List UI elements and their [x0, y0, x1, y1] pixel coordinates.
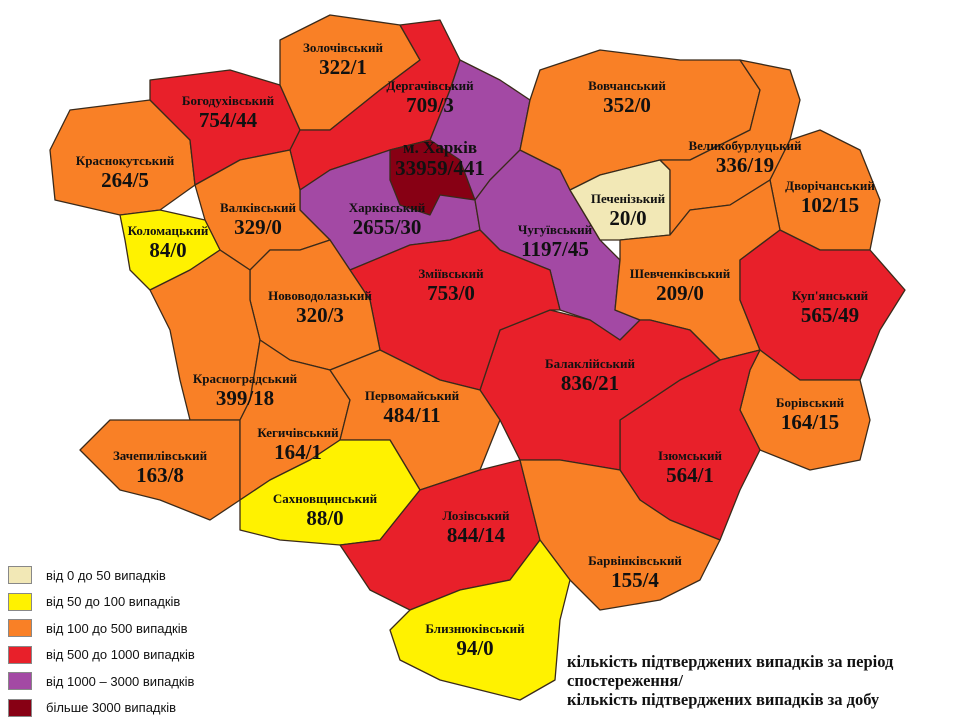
legend-item: від 50 до 100 випадків [8, 589, 195, 616]
district-name-label: Ізюмський [658, 448, 723, 463]
district-name-label: Близнюківський [425, 621, 525, 636]
legend-item: більше 3000 випадків [8, 695, 195, 722]
legend-swatch [8, 645, 32, 664]
district-cases-label: 844/14 [447, 523, 506, 547]
district-name-label: Первомайський [365, 388, 460, 403]
district-name-label: Дергачівський [386, 78, 474, 93]
district-cases-label: 155/4 [611, 568, 659, 592]
district-name-label: Чугуївський [518, 222, 593, 237]
district-name-label: Вовчанський [588, 78, 666, 93]
district-cases-label: 399/18 [216, 386, 274, 410]
district-cases-label: 33959/441 [395, 156, 485, 180]
legend-item: від 0 до 50 випадків [8, 562, 195, 589]
district-cases-label: 2655/30 [353, 215, 422, 239]
legend-label: від 100 до 500 випадків [46, 620, 188, 636]
district-name-label: Зачепилівський [113, 448, 208, 463]
district-kupianskyi [739, 229, 906, 381]
district-cases-label: 102/15 [801, 193, 859, 217]
legend-swatch [8, 698, 32, 717]
district-name-label: Богодухівський [182, 93, 275, 108]
legend-label: від 500 до 1000 випадків [46, 647, 195, 663]
note-line-daily: кількість підтверджених випадків за добу [567, 690, 880, 709]
district-name-label: Дворічанський [785, 178, 875, 193]
district-name-label: Красноградський [193, 371, 298, 386]
district-cases-label: 753/0 [427, 281, 475, 305]
district-name-label: Золочівський [303, 40, 383, 55]
district-cases-label: 209/0 [656, 281, 704, 305]
district-name-label: Коломацький [128, 223, 209, 238]
legend-item: від 1000 – 3000 випадків [8, 668, 195, 695]
district-name-label: Лозівський [443, 508, 511, 523]
district-cases-label: 84/0 [149, 238, 186, 262]
district-name-label: Нововодолазький [268, 288, 372, 303]
district-name-label: Куп'янський [792, 288, 869, 303]
district-cases-label: 709/3 [406, 93, 454, 117]
legend-label: від 0 до 50 випадків [46, 567, 166, 583]
district-name-label: Шевченківський [630, 266, 731, 281]
district-cases-label: 836/21 [561, 371, 619, 395]
district-cases-label: 164/1 [274, 440, 322, 464]
district-name-label: Кегичівський [257, 425, 339, 440]
district-name-label: Барвінківський [588, 553, 682, 568]
district-name-label: Печенізький [591, 191, 666, 206]
district-cases-label: 1197/45 [521, 237, 589, 261]
district-cases-label: 565/49 [801, 303, 859, 327]
district-cases-label: 94/0 [456, 636, 493, 660]
district-cases-label: 336/19 [716, 153, 774, 177]
district-name-label: м. Харків [403, 138, 477, 157]
district-cases-label: 164/15 [781, 410, 839, 434]
legend-label: більше 3000 випадків [46, 700, 176, 716]
district-cases-label: 352/0 [603, 93, 651, 117]
map-note: кількість підтверджених випадків за пері… [567, 652, 967, 709]
district-cases-label: 484/11 [383, 403, 440, 427]
district-cases-label: 564/1 [666, 463, 714, 487]
legend-swatch [8, 619, 32, 638]
district-cases-label: 320/3 [296, 303, 344, 327]
district-cases-label: 322/1 [319, 55, 367, 79]
district-cases-label: 163/8 [136, 463, 184, 487]
legend: від 0 до 50 випадків від 50 до 100 випад… [8, 562, 195, 721]
legend-swatch [8, 672, 32, 691]
district-name-label: Борівський [776, 395, 845, 410]
district-name-label: Валківський [220, 200, 296, 215]
legend-swatch [8, 592, 32, 611]
district-name-label: Сахновщинський [273, 491, 378, 506]
district-kharkiv-city [389, 139, 476, 216]
district-balakliiskyi [479, 309, 721, 471]
district-cases-label: 754/44 [199, 108, 258, 132]
note-line-total: кількість підтверджених випадків за пері… [567, 652, 894, 690]
district-cases-label: 329/0 [234, 215, 282, 239]
district-cases-label: 88/0 [306, 506, 343, 530]
legend-item: від 100 до 500 випадків [8, 615, 195, 642]
district-name-label: Великобурлуцький [688, 138, 802, 153]
district-name-label: Зміївський [418, 266, 484, 281]
legend-label: від 50 до 100 випадків [46, 594, 181, 610]
district-cases-label: 264/5 [101, 168, 149, 192]
district-name-label: Харківський [349, 200, 426, 215]
legend-swatch [8, 566, 32, 585]
legend-item: від 500 до 1000 випадків [8, 642, 195, 669]
legend-label: від 1000 – 3000 випадків [46, 673, 195, 689]
district-name-label: Краснокутський [76, 153, 175, 168]
district-name-label: Балаклійський [545, 356, 636, 371]
district-cases-label: 20/0 [609, 206, 646, 230]
district-blyzniukivskyi [389, 539, 571, 701]
